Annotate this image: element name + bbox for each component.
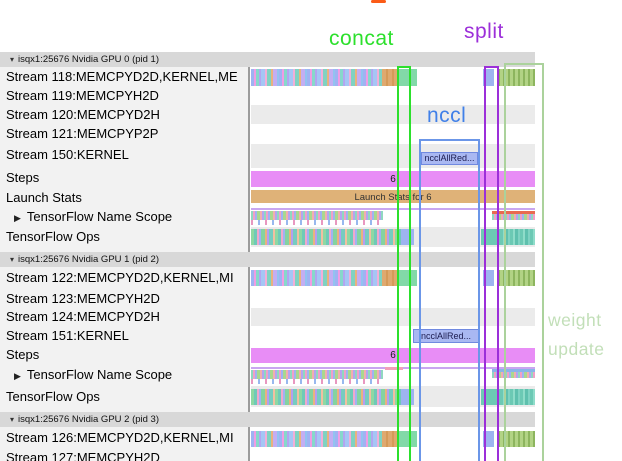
collapse-triangle-icon[interactable]: ▾ <box>10 255 15 264</box>
stream150-ncclallreduce-bar[interactable]: ncclAllRed... <box>421 152 478 165</box>
collapse-triangle-icon[interactable]: ▾ <box>10 55 15 64</box>
row-band <box>251 105 535 124</box>
gpu0-name-scope-right-ticks <box>492 214 535 220</box>
tf-name-scope-label: TensorFlow Name Scope <box>26 209 173 224</box>
expander-triangle-icon[interactable]: ▶ <box>14 371 21 381</box>
track-label-stream127: Stream 127:MEMCPYH2D <box>6 450 160 461</box>
split-annotation-label: split <box>464 20 504 43</box>
track-label-stream150: Stream 150:KERNEL <box>6 147 129 162</box>
nccl-annotation-label: nccl <box>427 104 467 127</box>
track-label-stream124: Stream 124:MEMCPYD2H <box>6 309 160 324</box>
track-label-stream121: Stream 121:MEMCPYP2P <box>6 126 159 141</box>
weight-update-line2: update <box>548 339 605 359</box>
gpu1-header-label: isqx1:25676 Nvidia GPU 1 (pid 2) <box>18 254 160 265</box>
gpu2-header-label: isqx1:25676 Nvidia GPU 2 (pid 3) <box>18 414 160 425</box>
track-label-tf-ops: TensorFlow Ops <box>6 229 100 244</box>
gpu0-name-scope-right-span[interactable] <box>492 211 535 214</box>
gpu0-tf-ops-bar[interactable] <box>251 229 401 245</box>
stream122-orange-event[interactable] <box>382 270 397 286</box>
gpu0-name-scope-span[interactable] <box>251 208 535 210</box>
stream118-concat-event[interactable] <box>397 69 417 86</box>
row-band <box>251 144 535 168</box>
gpu0-section-header[interactable]: ▾ isqx1:25676 Nvidia GPU 0 (pid 1) <box>0 52 535 67</box>
split-annotation-rect <box>484 66 499 461</box>
nccl-annotation-rect <box>419 139 480 461</box>
weight-update-line1: weight <box>548 310 602 330</box>
track-label-steps: Steps <box>6 170 40 185</box>
gpu0-step-number: 6 <box>390 174 396 185</box>
gpu1-name-scope-pink-tip <box>385 367 403 370</box>
gpu0-steps-bar[interactable] <box>251 171 535 187</box>
track-label-launch-stats: Launch Stats <box>6 190 82 205</box>
gpu1-name-scope-ticks-hanging <box>251 379 383 384</box>
gpu1-section-header[interactable]: ▾ isqx1:25676 Nvidia GPU 1 (pid 2) <box>0 252 535 267</box>
stream126-orange-event[interactable] <box>382 431 397 447</box>
weight-update-annotation-label: weight update <box>548 306 605 364</box>
track-label-tf-name-scope[interactable]: ▶ TensorFlow Name Scope <box>0 364 246 386</box>
gpu2-section-header[interactable]: ▾ isqx1:25676 Nvidia GPU 2 (pid 3) <box>0 412 535 427</box>
track-label-stream119: Stream 119:MEMCPYH2D <box>6 88 159 103</box>
gpu0-name-scope-ticks-hanging <box>251 220 383 225</box>
track-label-stream123: Stream 123:MEMCPYH2D <box>6 291 160 306</box>
expander-triangle-icon[interactable]: ▶ <box>14 213 21 223</box>
track-label-steps: Steps <box>6 347 40 362</box>
gpu1-name-scope-ticks[interactable] <box>251 370 383 379</box>
collapse-triangle-icon[interactable]: ▾ <box>10 415 15 424</box>
stream118-split-event[interactable] <box>483 69 494 86</box>
stream126-weight-update-events[interactable] <box>498 431 535 447</box>
gpu1-name-scope-right-ticks <box>492 372 535 378</box>
track-label-stream126: Stream 126:MEMCPYD2D,KERNEL,MI <box>6 430 234 445</box>
gpu0-header-label: isqx1:25676 Nvidia GPU 0 (pid 1) <box>18 54 160 65</box>
clipped-orange-annotation-fragment <box>371 0 386 3</box>
track-label-tf-ops: TensorFlow Ops <box>6 389 100 404</box>
stream122-events-bar[interactable] <box>251 270 382 286</box>
weight-update-annotation-rect <box>504 63 544 461</box>
gpu0-tf-ops-weight-update[interactable] <box>500 229 535 245</box>
gpu1-name-scope-right-span[interactable] <box>492 369 535 372</box>
gpu0-name-scope-ticks[interactable] <box>251 211 383 220</box>
stream118-events-bar[interactable] <box>251 69 382 86</box>
stream118-weight-update-events[interactable] <box>498 69 535 86</box>
concat-annotation-label: concat <box>329 27 394 50</box>
stream126-events-bar[interactable] <box>251 431 382 447</box>
gpu1-tf-ops-bar[interactable] <box>251 389 401 405</box>
stream151-ncclallreduce-bar[interactable]: ncclAllRed... <box>413 329 479 343</box>
gpu1-tf-ops-weight-update[interactable] <box>500 389 535 405</box>
track-label-stream120: Stream 120:MEMCPYD2H <box>6 107 160 122</box>
gpu1-step-number: 6 <box>390 350 396 361</box>
stream126-concat-event[interactable] <box>397 431 417 447</box>
track-label-stream151: Stream 151:KERNEL <box>6 328 129 343</box>
stream126-split-event[interactable] <box>483 431 494 447</box>
stream122-concat-event[interactable] <box>397 270 417 286</box>
gpu0-launch-stats-label: Launch Stats for 6 <box>354 192 432 203</box>
track-label-stream118: Stream 118:MEMCPYD2D,KERNEL,ME <box>6 69 238 84</box>
stream118-orange-event[interactable] <box>382 69 397 86</box>
track-label-stream122: Stream 122:MEMCPYD2D,KERNEL,MI <box>6 270 234 285</box>
stream122-weight-update-events[interactable] <box>498 270 535 286</box>
gpu1-steps-bar[interactable] <box>251 348 535 363</box>
concat-annotation-rect <box>397 66 411 461</box>
gpu0-launch-stats-bar[interactable] <box>251 190 535 203</box>
tf-name-scope-label: TensorFlow Name Scope <box>26 367 173 382</box>
stream122-split-event[interactable] <box>483 270 494 286</box>
row-band <box>251 308 535 326</box>
track-label-tf-name-scope[interactable]: ▶ TensorFlow Name Scope <box>0 206 246 227</box>
